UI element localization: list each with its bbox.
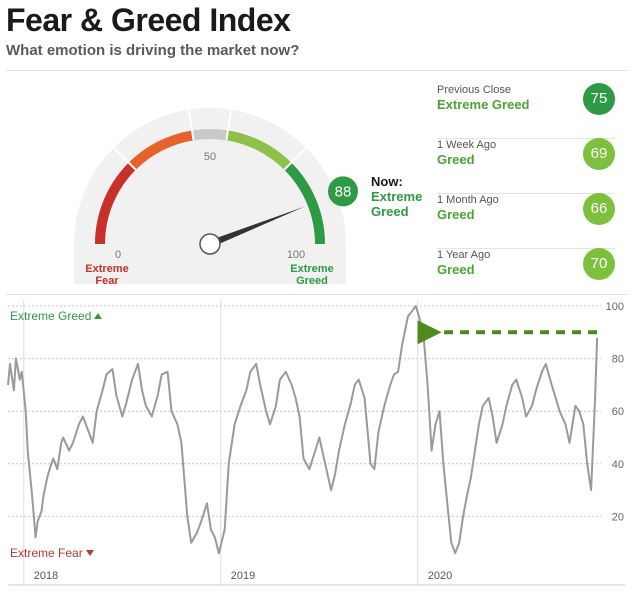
header-divider: [6, 70, 629, 71]
gauge-needle-hub: [199, 233, 221, 255]
y-tick-label: 40: [612, 459, 624, 471]
y-tick-label: 20: [612, 511, 624, 523]
chart-bottom-label-text: Extreme Fear: [10, 546, 83, 560]
history-rating: Greed: [437, 152, 475, 167]
history-rating: Extreme Greed: [437, 97, 530, 112]
gauge-min-label: 0: [115, 249, 121, 261]
now-rating: Extreme Greed: [371, 189, 423, 219]
gauge-segment-extreme-greed: [284, 162, 325, 245]
history-value-badge: 66: [583, 193, 615, 225]
x-tick-label: 2019: [231, 570, 255, 582]
gauge-tick: [225, 109, 233, 141]
gauge-tick: [283, 147, 307, 171]
chart-series-line: [7, 305, 599, 555]
gauge-value-badge: [328, 176, 358, 207]
section-divider: [6, 294, 629, 295]
gauge-max-label: 100: [287, 249, 305, 261]
history-period: Previous Close: [437, 84, 511, 96]
history-value-badge: 70: [583, 248, 615, 280]
chart-year-dividers: [23, 300, 419, 585]
gauge-extreme-greed-label-line2: Greed: [296, 275, 328, 287]
gauge-extreme-fear-label-line1: Extreme: [85, 263, 128, 275]
gauge-segment-fear: [128, 130, 194, 170]
history-period: 1 Month Ago: [437, 194, 499, 206]
gauge-tick-marks: [113, 109, 307, 171]
history-value-badge: 69: [583, 138, 615, 170]
gauge-segment-greed: [226, 130, 292, 170]
gauge-extreme-fear-label-line2: Fear: [95, 275, 119, 287]
chart-y-axis: 20 40 60 80 100: [606, 301, 624, 523]
gauge-needle: [208, 206, 305, 248]
gauge-tick: [187, 109, 195, 141]
history-item-previous-close: Previous Close Extreme Greed 75: [437, 83, 615, 139]
history-item-1-week-ago: 1 Week Ago Greed 69: [437, 138, 615, 194]
now-indicator: Now: Extreme Greed: [371, 174, 431, 219]
y-tick-label: 100: [606, 301, 624, 313]
history-item-1-month-ago: 1 Month Ago Greed 66: [437, 193, 615, 249]
history-item-1-year-ago: 1 Year Ago Greed 70: [437, 248, 615, 304]
x-tick-label: 2020: [428, 570, 452, 582]
y-tick-label: 80: [612, 354, 624, 366]
chart-top-label: Extreme Greed: [10, 309, 103, 323]
page-subtitle: What emotion is driving the market now?: [6, 42, 300, 59]
gauge-extreme-greed-label-line1: Extreme: [290, 263, 333, 275]
gauge-segment-extreme-fear: [95, 162, 136, 245]
history-rating: Greed: [437, 207, 475, 222]
history-value-badge: 75: [583, 83, 615, 115]
gauge-mid-label: 50: [204, 151, 216, 163]
page-title: Fear & Greed Index: [6, 2, 291, 38]
chart-bottom-label: Extreme Fear: [10, 546, 94, 560]
gauge-segment-neutral: [192, 129, 228, 141]
y-tick-label: 60: [612, 406, 624, 418]
x-tick-label: 2018: [34, 570, 58, 582]
triangle-down-icon: [85, 550, 94, 556]
history-period: 1 Year Ago: [437, 249, 491, 261]
chart-x-axis: 2018 2019 2020: [34, 570, 453, 582]
fear-greed-gauge: 0 50 100 Extreme Fear Extreme Greed 88: [74, 108, 358, 287]
now-label: Now:: [371, 174, 403, 189]
history-line-chart: 20 40 60 80 100 2018 2019 2020: [7, 300, 625, 586]
history-rating: Greed: [437, 262, 475, 277]
chart-gridlines: [8, 305, 601, 517]
triangle-up-icon: [94, 313, 103, 319]
gauge-value-text: 88: [335, 183, 352, 200]
gauge-tick: [113, 147, 137, 171]
history-period: 1 Week Ago: [437, 139, 497, 151]
chart-top-label-text: Extreme Greed: [10, 309, 92, 323]
